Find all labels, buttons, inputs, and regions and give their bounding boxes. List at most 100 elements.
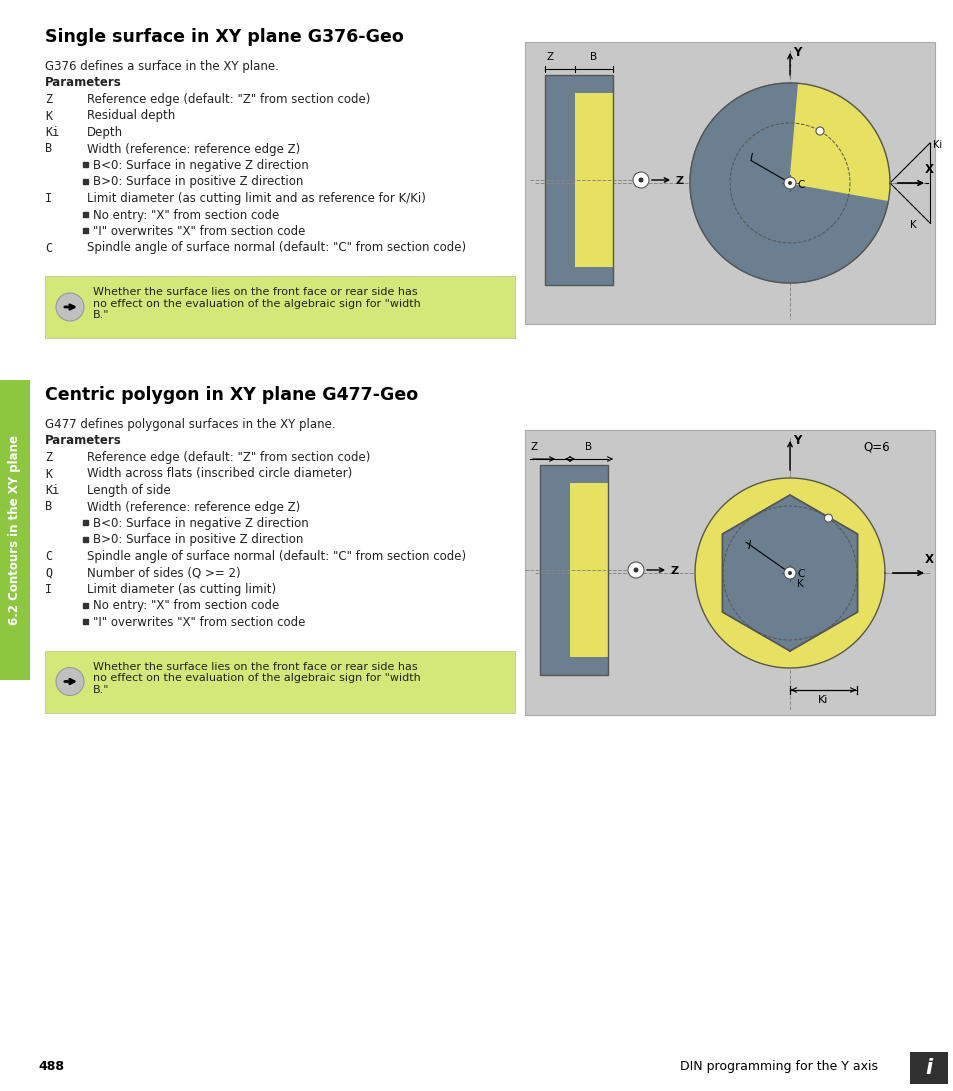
- Text: DIN programming for the Y axis: DIN programming for the Y axis: [679, 1060, 877, 1074]
- Circle shape: [56, 668, 84, 695]
- Circle shape: [633, 172, 648, 188]
- Bar: [544, 75, 613, 285]
- Text: Z: Z: [670, 566, 679, 576]
- Bar: [539, 465, 607, 675]
- Bar: [83, 602, 88, 608]
- Circle shape: [815, 127, 823, 135]
- Text: Reference edge (default: "Z" from section code): Reference edge (default: "Z" from sectio…: [87, 93, 370, 106]
- Text: Single surface in XY plane G376-Geo: Single surface in XY plane G376-Geo: [45, 28, 403, 46]
- Text: Z: Z: [546, 52, 553, 62]
- Text: Z: Z: [45, 451, 52, 464]
- Bar: [0, 380, 30, 680]
- Text: I: I: [45, 192, 52, 205]
- Text: C: C: [45, 241, 52, 254]
- Text: X: X: [924, 163, 933, 176]
- Text: Z: Z: [45, 93, 52, 106]
- Circle shape: [783, 177, 795, 189]
- Text: K: K: [45, 109, 52, 122]
- Text: Ki: Ki: [45, 125, 59, 139]
- Text: K: K: [909, 220, 916, 230]
- Bar: [83, 179, 88, 183]
- Text: B<0: Surface in negative Z direction: B<0: Surface in negative Z direction: [92, 517, 309, 530]
- Text: Y: Y: [792, 46, 801, 59]
- Text: B: B: [590, 52, 597, 62]
- Circle shape: [633, 567, 638, 573]
- Circle shape: [787, 181, 791, 185]
- Text: B: B: [585, 442, 592, 452]
- Bar: [524, 41, 934, 324]
- Text: Number of sides (Q >= 2): Number of sides (Q >= 2): [87, 566, 240, 579]
- Bar: [83, 520, 88, 525]
- Polygon shape: [695, 478, 884, 668]
- Text: Ki: Ki: [932, 140, 942, 149]
- Bar: [569, 483, 607, 657]
- Bar: [83, 228, 88, 233]
- Text: K: K: [796, 579, 803, 589]
- Text: Y: Y: [792, 434, 801, 447]
- Text: B: B: [45, 501, 52, 514]
- Text: C: C: [45, 550, 52, 563]
- Text: G477 defines polygonal surfaces in the XY plane.: G477 defines polygonal surfaces in the X…: [45, 418, 335, 431]
- Polygon shape: [689, 83, 889, 283]
- Bar: [575, 93, 613, 267]
- Text: Limit diameter (as cutting limit and as reference for K/Ki): Limit diameter (as cutting limit and as …: [87, 192, 425, 205]
- Text: 6.2 Contours in the XY plane: 6.2 Contours in the XY plane: [9, 435, 22, 625]
- Text: I: I: [747, 539, 751, 552]
- Bar: [524, 430, 934, 715]
- Text: B>0: Surface in positive Z direction: B>0: Surface in positive Z direction: [92, 176, 303, 189]
- Polygon shape: [721, 495, 857, 651]
- Bar: [83, 537, 88, 541]
- Text: Z: Z: [676, 176, 683, 185]
- Text: i: i: [924, 1058, 932, 1078]
- Text: Whether the surface lies on the front face or rear side has
no effect on the eva: Whether the surface lies on the front fa…: [92, 287, 420, 320]
- Text: B>0: Surface in positive Z direction: B>0: Surface in positive Z direction: [92, 533, 303, 547]
- Text: 488: 488: [38, 1060, 64, 1074]
- Text: K: K: [45, 468, 52, 480]
- Circle shape: [627, 562, 643, 578]
- Text: No entry: "X" from section code: No entry: "X" from section code: [92, 208, 279, 221]
- Text: B: B: [45, 143, 52, 156]
- Text: Width (reference: reference edge Z): Width (reference: reference edge Z): [87, 501, 300, 514]
- Text: Limit diameter (as cutting limit): Limit diameter (as cutting limit): [87, 583, 275, 596]
- Text: I: I: [45, 583, 52, 596]
- Text: I: I: [749, 153, 753, 163]
- Text: No entry: "X" from section code: No entry: "X" from section code: [92, 599, 279, 612]
- Text: Parameters: Parameters: [45, 76, 122, 89]
- Text: Depth: Depth: [87, 125, 123, 139]
- Text: C: C: [796, 570, 803, 579]
- Text: "I" overwrites "X" from section code: "I" overwrites "X" from section code: [92, 616, 305, 630]
- Circle shape: [823, 514, 832, 523]
- Bar: [45, 276, 515, 338]
- Text: Length of side: Length of side: [87, 484, 171, 497]
- Text: C: C: [796, 180, 803, 190]
- Text: Q=6: Q=6: [862, 440, 889, 453]
- Text: Spindle angle of surface normal (default: "C" from section code): Spindle angle of surface normal (default…: [87, 241, 466, 254]
- Text: Q: Q: [45, 566, 52, 579]
- Text: Ki: Ki: [817, 695, 827, 705]
- Bar: [539, 465, 607, 675]
- Text: X: X: [924, 553, 933, 566]
- Text: Ki: Ki: [45, 484, 59, 497]
- Text: Centric polygon in XY plane G477-Geo: Centric polygon in XY plane G477-Geo: [45, 386, 417, 404]
- Bar: [45, 650, 515, 712]
- Text: Reference edge (default: "Z" from section code): Reference edge (default: "Z" from sectio…: [87, 451, 370, 464]
- Circle shape: [783, 567, 795, 579]
- Text: Z: Z: [530, 442, 537, 452]
- Text: Width (reference: reference edge Z): Width (reference: reference edge Z): [87, 143, 300, 156]
- Text: Parameters: Parameters: [45, 434, 122, 447]
- Circle shape: [56, 293, 84, 321]
- Polygon shape: [789, 83, 889, 201]
- Text: B<0: Surface in negative Z direction: B<0: Surface in negative Z direction: [92, 159, 309, 172]
- Text: "I" overwrites "X" from section code: "I" overwrites "X" from section code: [92, 225, 305, 238]
- Bar: [83, 619, 88, 624]
- Text: G376 defines a surface in the XY plane.: G376 defines a surface in the XY plane.: [45, 60, 278, 73]
- Circle shape: [638, 178, 643, 182]
- Bar: [83, 161, 88, 167]
- Text: Width across flats (inscribed circle diameter): Width across flats (inscribed circle dia…: [87, 468, 352, 480]
- Bar: [544, 75, 613, 285]
- Circle shape: [787, 571, 791, 575]
- Bar: [83, 212, 88, 216]
- Text: Spindle angle of surface normal (default: "C" from section code): Spindle angle of surface normal (default…: [87, 550, 466, 563]
- Bar: [909, 1052, 947, 1084]
- Text: Residual depth: Residual depth: [87, 109, 175, 122]
